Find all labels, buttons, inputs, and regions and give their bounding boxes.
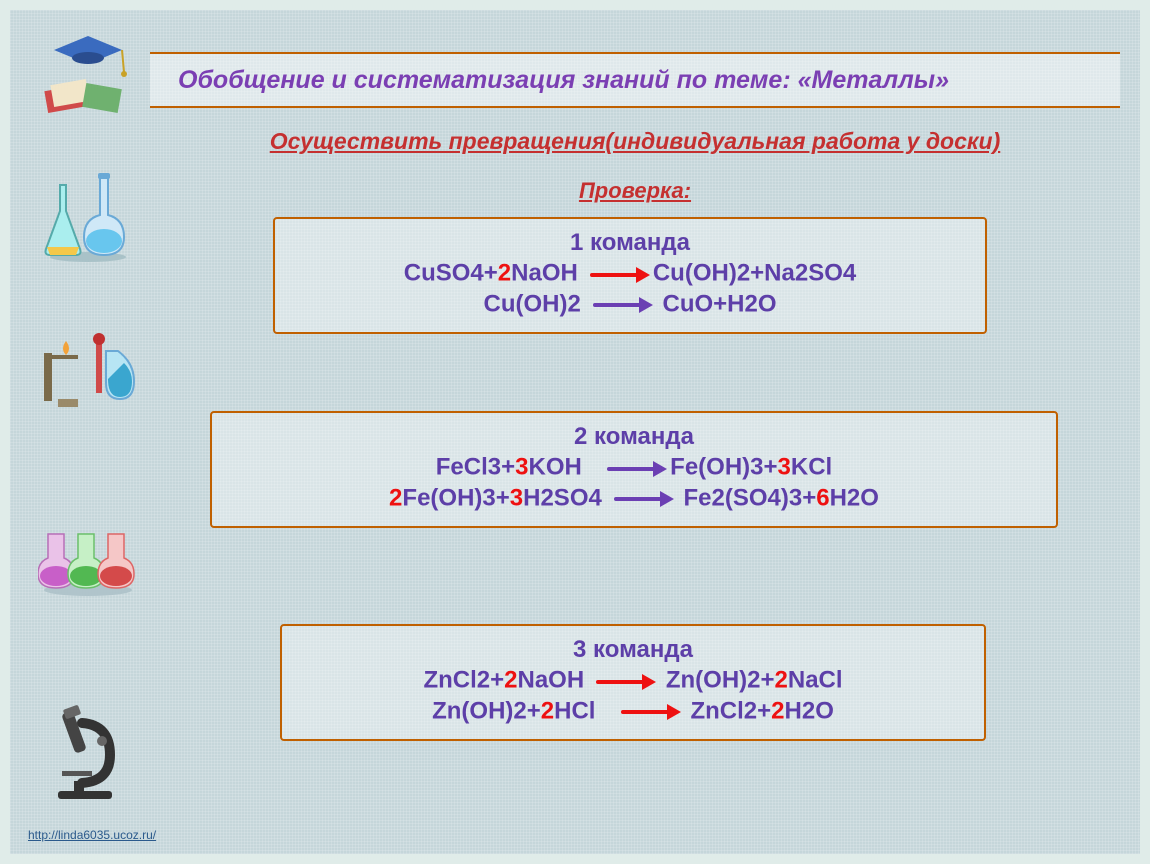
team1-card: 1 команда CuSO4+2NaOHCu(OH)2+Na2SO4 Cu(O…: [273, 217, 987, 334]
team3-title: 3 команда: [302, 636, 964, 664]
task-heading: Осуществить превращения(индивидуальная р…: [180, 128, 1090, 155]
arrow-icon: [593, 296, 653, 314]
footer-link[interactable]: http://linda6035.ucoz.ru/: [28, 828, 156, 842]
color-beakers-icon: [38, 518, 138, 608]
team1-title: 1 команда: [295, 229, 965, 257]
arrow-icon: [614, 490, 674, 508]
arrow-icon: [590, 266, 650, 284]
slide-title: Обобщение и систематизация знаний по тем…: [178, 66, 949, 95]
team1-eq2: Cu(OH)2 CuO+H2O: [295, 290, 965, 319]
left-icon-column: [28, 28, 148, 798]
check-heading: Проверка:: [180, 178, 1090, 204]
team2-title: 2 команда: [232, 423, 1036, 451]
team3-eq1: ZnCl2+2NaOH Zn(OH)2+2NaCl: [302, 666, 964, 695]
arrow-icon: [607, 460, 667, 478]
slide-title-bar: Обобщение и систематизация знаний по тем…: [150, 52, 1120, 108]
books-graduation-icon: [38, 28, 138, 118]
team2-eq2: 2Fe(OH)3+3H2SO4 Fe2(SO4)3+6H2O: [232, 484, 1036, 513]
bunsen-burner-icon: [38, 328, 138, 418]
team3-card: 3 команда ZnCl2+2NaOH Zn(OH)2+2NaCl Zn(O…: [280, 624, 986, 741]
team3-eq2: Zn(OH)2+2HCl ZnCl2+2H2O: [302, 697, 964, 726]
team2-card: 2 команда FeCl3+3KOH Fe(OH)3+3KCl 2Fe(OH…: [210, 411, 1058, 528]
arrow-icon: [596, 673, 656, 691]
slide-background: Обобщение и систематизация знаний по тем…: [0, 0, 1150, 864]
team2-eq1: FeCl3+3KOH Fe(OH)3+3KCl: [232, 453, 1036, 482]
flasks-icon: [38, 168, 138, 258]
microscope-icon: [38, 708, 138, 798]
team1-eq1: CuSO4+2NaOHCu(OH)2+Na2SO4: [295, 259, 965, 288]
arrow-icon: [621, 703, 681, 721]
